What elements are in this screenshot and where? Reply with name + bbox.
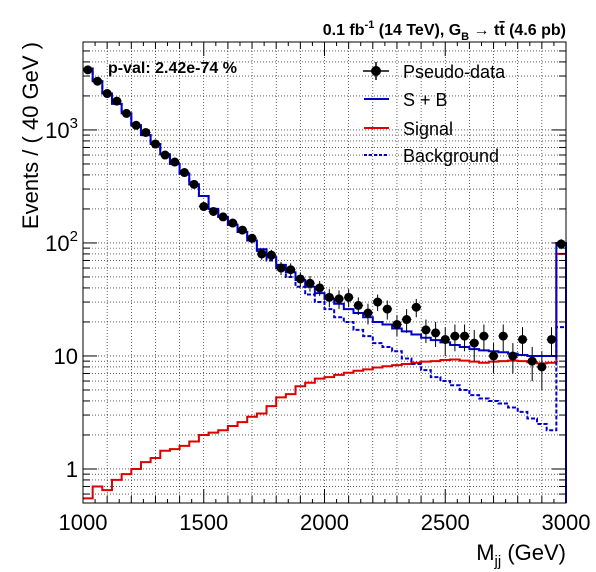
- data-point: [547, 334, 557, 344]
- p-value-annotation: p-val: 2.42e-74 %: [108, 60, 237, 77]
- data-point: [257, 249, 267, 259]
- data-point: [228, 218, 238, 228]
- y-axis-title: Events / ( 40 GeV ): [18, 42, 43, 229]
- data-point: [131, 120, 141, 130]
- data-point: [218, 212, 228, 222]
- legend-label-pseudo-data: Pseudo-data: [403, 62, 506, 82]
- data-point: [344, 292, 354, 302]
- x-axis-title: Mjj (GeV): [476, 540, 566, 570]
- data-point: [247, 233, 257, 243]
- grid: [83, 42, 566, 503]
- data-point: [189, 179, 199, 189]
- data-point: [440, 334, 450, 344]
- data-point: [121, 108, 131, 118]
- data-point: [150, 139, 160, 149]
- y-tick-labels: 1 10 102 103: [45, 115, 78, 482]
- data-point: [208, 206, 218, 216]
- data-point: [160, 150, 170, 160]
- series-pseudo-data: [83, 65, 566, 390]
- data-point: [421, 325, 431, 335]
- data-point: [237, 225, 247, 235]
- data-point: [102, 89, 112, 99]
- axis-ticks: [82, 41, 567, 504]
- signal-line: [83, 252, 567, 503]
- data-point: [266, 250, 276, 260]
- legend-label-signal: Signal: [403, 119, 453, 139]
- chart-title: 0.1 fb-1 (14 TeV), GB → tt (4.6 pb): [323, 19, 566, 43]
- y-tick-label: 102: [45, 228, 78, 256]
- data-point: [363, 308, 373, 318]
- series-signal: [83, 252, 567, 503]
- x-tick-labels: 1000 1500 2000 2500 3000: [59, 510, 591, 535]
- data-point: [334, 294, 344, 304]
- data-point: [83, 65, 93, 75]
- data-point: [141, 127, 151, 137]
- legend: Pseudo-data S + B Signal Background: [363, 62, 506, 166]
- data-point: [556, 239, 566, 249]
- x-tick-label: 2500: [421, 510, 470, 535]
- y-tick-label: 10: [54, 344, 78, 369]
- data-point: [92, 76, 102, 86]
- data-point: [382, 304, 392, 314]
- y-tick-label: 103: [45, 115, 78, 143]
- data-point: [286, 265, 296, 275]
- data-point: [431, 328, 441, 338]
- data-point: [469, 338, 479, 348]
- data-point: [460, 331, 470, 341]
- data-point: [199, 202, 209, 212]
- y-tick-label: 1: [66, 457, 78, 482]
- data-point: [170, 157, 180, 167]
- data-point: [112, 96, 122, 106]
- data-point: [498, 331, 508, 341]
- data-point: [508, 351, 518, 361]
- legend-label-s-plus-b: S + B: [403, 90, 448, 110]
- data-point: [518, 334, 528, 344]
- data-point: [315, 283, 325, 293]
- x-tick-label: 3000: [542, 510, 591, 535]
- data-point: [392, 319, 402, 329]
- data-point: [450, 331, 460, 341]
- legend-marker-pseudo-data: [371, 66, 381, 76]
- x-tick-label: 2000: [300, 510, 349, 535]
- data-point: [295, 274, 305, 284]
- legend-label-background: Background: [403, 146, 499, 166]
- data-point: [353, 300, 363, 310]
- x-tick-label: 1000: [59, 510, 108, 535]
- data-point: [179, 168, 189, 178]
- data-point: [479, 331, 489, 341]
- data-point: [324, 292, 334, 302]
- data-point: [402, 315, 412, 325]
- data-point: [373, 297, 383, 307]
- data-point: [527, 356, 537, 366]
- data-point: [489, 351, 499, 361]
- data-point: [537, 362, 547, 372]
- data-point: [411, 302, 421, 312]
- data-point: [276, 263, 286, 273]
- x-tick-label: 1500: [179, 510, 228, 535]
- data-point: [305, 278, 315, 288]
